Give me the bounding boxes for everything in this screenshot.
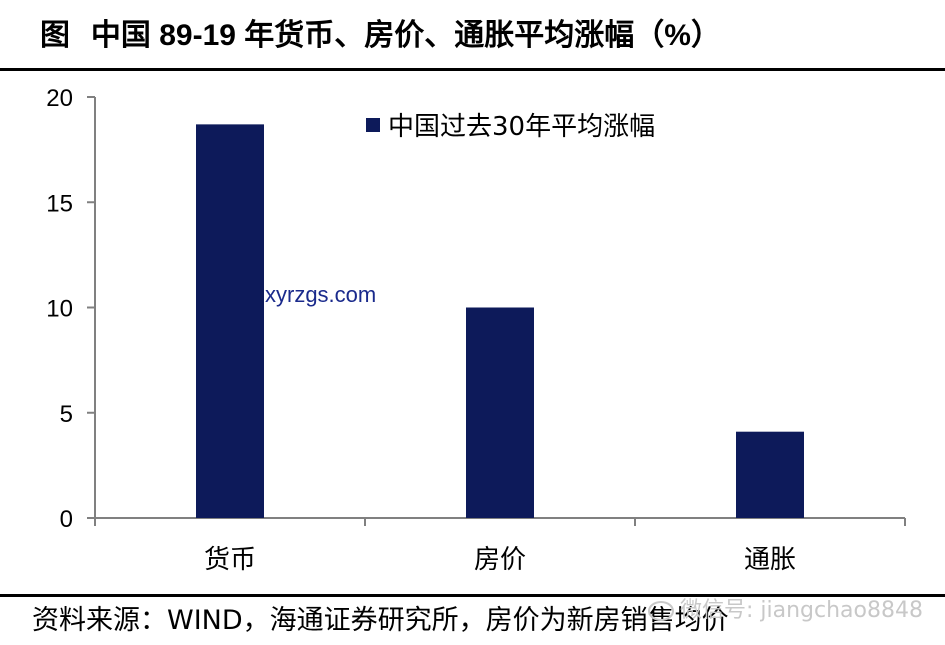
legend-swatch bbox=[366, 118, 380, 132]
category-label: 房价 bbox=[474, 545, 526, 575]
bar-chart: 0 5 10 15 20 货币 房价 通胀 中国过去30年平均涨幅 bbox=[46, 85, 906, 575]
category-label: 通胀 bbox=[744, 545, 796, 575]
site-watermark: xyrzgs.com bbox=[265, 282, 377, 307]
legend: 中国过去30年平均涨幅 bbox=[366, 112, 655, 142]
bars bbox=[196, 124, 804, 519]
bar-1 bbox=[196, 124, 264, 519]
title-text: 中国 89-19 年货币、房价、通胀平均涨幅（%） bbox=[90, 19, 721, 52]
legend-label: 中国过去30年平均涨幅 bbox=[388, 112, 655, 142]
wechat-id: 微信号: jiangchao8848 bbox=[680, 598, 923, 623]
source-rule bbox=[0, 594, 945, 597]
y-tick-label: 10 bbox=[46, 296, 73, 323]
chart-title: 图 中国 89-19 年货币、房价、通胀平均涨幅（%） bbox=[40, 10, 721, 54]
labels: 0 5 10 15 20 货币 房价 通胀 bbox=[46, 85, 796, 575]
category-label: 货币 bbox=[204, 545, 256, 575]
wechat-icon bbox=[648, 601, 674, 621]
y-tick-label: 5 bbox=[60, 401, 73, 428]
wechat-watermark: 微信号: jiangchao8848 bbox=[648, 592, 923, 624]
y-tick-label: 0 bbox=[60, 506, 73, 533]
bar-3 bbox=[736, 431, 804, 518]
source-note: 资料来源：WIND，海通证券研究所，房价为新房销售均价 bbox=[32, 605, 729, 636]
bar-2 bbox=[466, 307, 534, 518]
y-tick-label: 20 bbox=[46, 85, 73, 112]
title-rule bbox=[0, 68, 945, 71]
figure-prefix: 图 bbox=[40, 18, 70, 53]
y-tick-label: 15 bbox=[46, 190, 73, 217]
